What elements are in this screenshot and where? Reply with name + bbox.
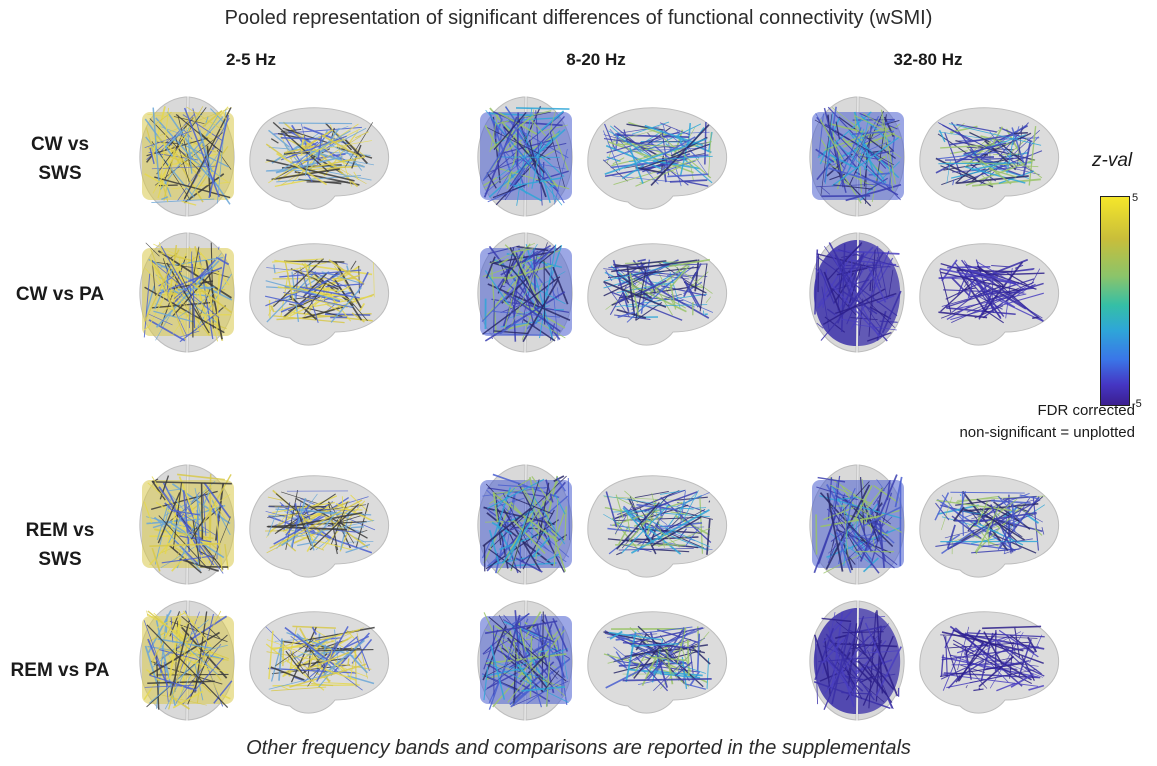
column-header-2-5hz: 2-5 Hz — [225, 50, 277, 69]
figure-title: Pooled representation of significant dif… — [224, 7, 933, 29]
brain-panel — [800, 460, 1070, 590]
column-header-32-80hz: 32-80 Hz — [893, 50, 963, 69]
brain-panel — [800, 228, 1070, 358]
brain-connectivity-graphic — [139, 232, 390, 353]
connectivity-lines — [481, 610, 712, 710]
row-label-rem-vs-pa: REM vs PA — [10, 656, 110, 685]
brain-panel — [130, 460, 400, 590]
colorbar-min-label: -5 — [1132, 398, 1142, 410]
colorbar-title: z-val — [1092, 150, 1133, 171]
brain-panel — [800, 92, 1070, 222]
brain-connectivity-graphic — [809, 600, 1060, 721]
brain-panel — [130, 92, 400, 222]
brain-connectivity-graphic — [809, 464, 1060, 585]
brain-connectivity-graphic — [139, 464, 390, 585]
row-label-line: SWS — [38, 163, 82, 184]
connectivity-lines — [143, 241, 375, 343]
connectivity-lines — [813, 609, 1045, 710]
brain-connectivity-graphic — [139, 600, 390, 721]
connectivity-lines — [814, 242, 1045, 342]
brain-panel — [468, 596, 738, 726]
brain-connectivity-graphic — [477, 232, 728, 353]
brain-panel — [468, 92, 738, 222]
brain-panel — [130, 596, 400, 726]
connectivity-lines — [481, 242, 714, 343]
connectivity-lines — [482, 105, 713, 206]
colorbar — [1100, 196, 1130, 406]
row-label-line: CW vs — [30, 134, 90, 155]
connectivity-lines — [813, 474, 1046, 574]
note-nonsignificant: non-significant = unplotted — [959, 424, 1135, 441]
brain-connectivity-graphic — [809, 232, 1060, 353]
row-label-line: CW vs PA — [15, 284, 105, 305]
figure-footer: Other frequency bands and comparisons ar… — [246, 737, 911, 759]
colorbar-max-label: 5 — [1132, 192, 1139, 204]
brain-connectivity-graphic — [139, 96, 390, 217]
brain-panel — [468, 228, 738, 358]
connectivity-lines — [144, 106, 375, 206]
brain-panel — [468, 460, 738, 590]
note-fdr: FDR corrected — [1037, 402, 1135, 419]
row-label-line: REM vs — [25, 520, 95, 541]
connectivity-lines — [143, 473, 376, 574]
brain-connectivity-graphic — [477, 464, 728, 585]
row-label-cw-vs-sws: CW vs SWS — [10, 130, 110, 188]
row-label-line: SWS — [38, 549, 82, 570]
row-label-cw-vs-pa: CW vs PA — [10, 280, 110, 309]
brain-connectivity-graphic — [477, 96, 728, 217]
connectivity-lines — [143, 609, 375, 710]
connectivity-lines — [481, 473, 713, 574]
brain-panel — [800, 596, 1070, 726]
brain-panel — [130, 228, 400, 358]
connectivity-lines — [814, 106, 1043, 207]
row-label-rem-vs-sws: REM vs SWS — [10, 516, 110, 574]
column-header-8-20hz: 8-20 Hz — [566, 50, 626, 69]
brain-connectivity-graphic — [809, 96, 1060, 217]
brain-connectivity-graphic — [477, 600, 728, 721]
row-label-line: REM vs PA — [10, 660, 110, 681]
